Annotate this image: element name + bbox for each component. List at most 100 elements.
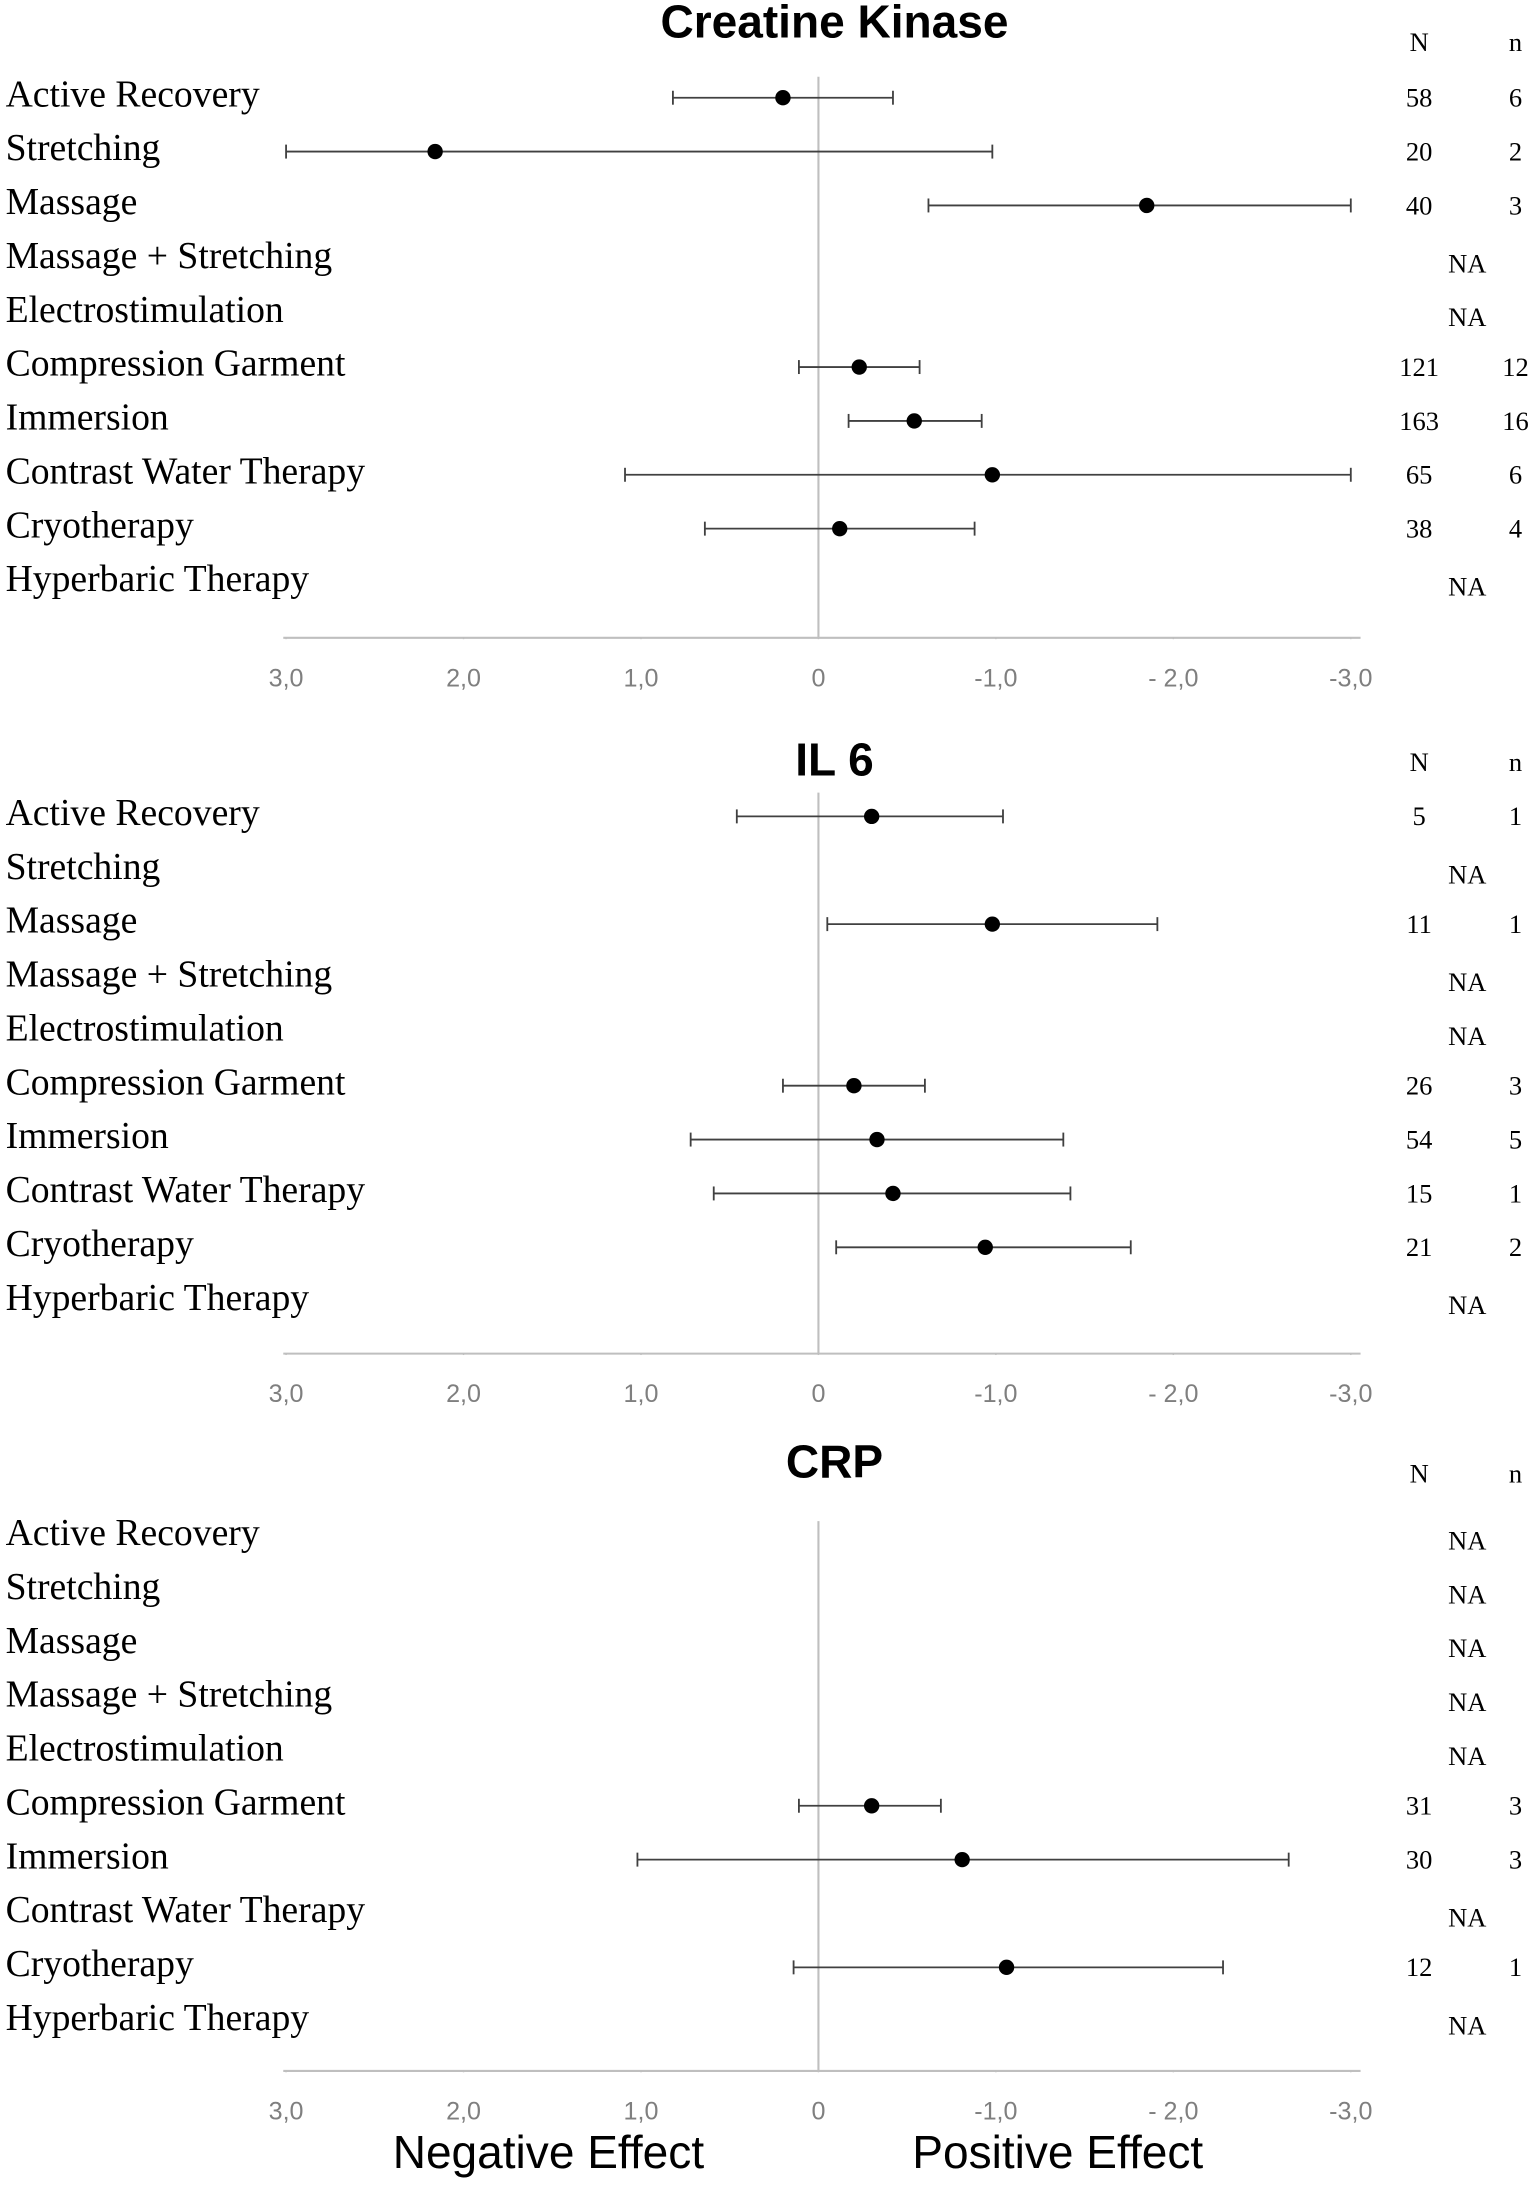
count-n: 3	[1509, 1844, 1522, 1874]
point-estimate	[984, 916, 1001, 932]
na-label: NA	[1448, 859, 1486, 889]
x-tick-label: - 2,0	[1148, 2097, 1198, 2125]
row-label: Electrostimulation	[6, 1728, 284, 1770]
axis-caption: Negative Effect	[393, 2126, 705, 2178]
row-label: Hyperbaric Therapy	[6, 1997, 310, 2039]
count-n: 3	[1509, 1791, 1522, 1821]
chart-title: Creatine Kinase	[660, 0, 1008, 47]
count-N: 12	[1406, 1952, 1433, 1982]
na-label: NA	[1448, 1525, 1486, 1555]
na-label: NA	[1448, 302, 1486, 332]
row-label: Stretching	[6, 127, 161, 169]
chart-title: IL 6	[795, 734, 874, 786]
x-tick-label: 3,0	[269, 664, 304, 692]
point-estimate	[885, 1185, 901, 1202]
na-label: NA	[1448, 1633, 1486, 1663]
count-n: 1	[1509, 1952, 1522, 1982]
count-n: 1	[1509, 801, 1522, 831]
count-n: 4	[1509, 514, 1522, 544]
na-label: NA	[1448, 967, 1486, 997]
point-estimate	[869, 1131, 885, 1148]
row-label: Stretching	[6, 1566, 161, 1608]
na-label: NA	[1448, 1687, 1486, 1717]
x-tick-label: 0	[811, 2097, 825, 2125]
x-tick-label: 2,0	[446, 2097, 481, 2125]
x-tick-label: -3,0	[1329, 2097, 1372, 2125]
x-tick-label: -1,0	[974, 1380, 1017, 1408]
point-estimate	[984, 467, 1001, 483]
row-label: Massage	[6, 900, 138, 942]
x-tick-label: - 2,0	[1148, 1380, 1198, 1408]
count-n: 6	[1509, 83, 1522, 113]
count-n: 3	[1509, 190, 1522, 220]
x-tick-label: 2,0	[446, 664, 481, 692]
row-label: Contrast Water Therapy	[6, 450, 366, 492]
row-label: Cryotherapy	[6, 1223, 194, 1265]
column-header: n	[1509, 747, 1522, 777]
point-estimate	[846, 1078, 862, 1094]
x-tick-label: -1,0	[974, 2097, 1017, 2125]
row-label: Massage + Stretching	[6, 235, 333, 277]
point-estimate	[851, 359, 867, 375]
count-N: 40	[1406, 190, 1433, 220]
count-N: 54	[1406, 1124, 1433, 1154]
count-n: 3	[1509, 1071, 1522, 1101]
row-label: Contrast Water Therapy	[6, 1169, 366, 1211]
count-N: 15	[1406, 1178, 1433, 1208]
column-header: n	[1509, 27, 1522, 57]
row-label: Contrast Water Therapy	[6, 1889, 366, 1931]
column-header: n	[1509, 1459, 1522, 1489]
count-n: 1	[1509, 909, 1522, 939]
na-label: NA	[1448, 1579, 1486, 1609]
chart-title: CRP	[786, 1435, 883, 1487]
point-estimate	[906, 413, 922, 429]
na-label: NA	[1448, 572, 1486, 602]
row-label: Stretching	[6, 846, 161, 888]
row-label: Compression Garment	[6, 343, 346, 385]
row-label: Cryotherapy	[6, 1943, 194, 1985]
na-label: NA	[1448, 1741, 1486, 1771]
count-N: 30	[1406, 1844, 1433, 1874]
row-label: Compression Garment	[6, 1061, 346, 1103]
x-tick-label: -1,0	[974, 664, 1017, 692]
row-label: Immersion	[6, 1835, 169, 1877]
count-n: 6	[1509, 460, 1522, 490]
count-N: 163	[1399, 406, 1439, 436]
x-tick-label: 0	[811, 1380, 825, 1408]
row-label: Immersion	[6, 1115, 169, 1157]
row-label: Massage	[6, 181, 138, 223]
count-N: 5	[1413, 801, 1426, 831]
count-n: 12	[1502, 352, 1529, 382]
count-N: 58	[1406, 83, 1433, 113]
count-n: 1	[1509, 1178, 1522, 1208]
row-label: Massage + Stretching	[6, 1674, 333, 1716]
point-estimate	[832, 520, 848, 537]
count-N: 20	[1406, 136, 1433, 166]
row-label: Active Recovery	[6, 792, 260, 834]
row-label: Compression Garment	[6, 1781, 346, 1823]
column-header: N	[1410, 27, 1429, 57]
na-label: NA	[1448, 248, 1486, 278]
point-estimate	[863, 808, 880, 825]
column-header: N	[1410, 747, 1429, 777]
count-n: 2	[1509, 136, 1522, 166]
point-estimate	[977, 1239, 993, 1255]
x-tick-label: -3,0	[1329, 1380, 1372, 1408]
na-label: NA	[1448, 2010, 1486, 2040]
count-N: 121	[1399, 352, 1439, 382]
row-label: Immersion	[6, 397, 169, 439]
x-tick-label: 1,0	[624, 664, 659, 692]
count-n: 16	[1502, 406, 1529, 436]
point-estimate	[1139, 197, 1155, 214]
count-n: 5	[1509, 1124, 1522, 1154]
x-tick-label: - 2,0	[1148, 664, 1198, 692]
count-N: 11	[1406, 909, 1432, 939]
row-label: Active Recovery	[6, 1512, 260, 1554]
x-tick-label: 1,0	[624, 2097, 659, 2125]
na-label: NA	[1448, 1021, 1486, 1051]
x-tick-label: 2,0	[446, 1380, 481, 1408]
column-header: N	[1410, 1459, 1429, 1489]
count-N: 21	[1406, 1232, 1433, 1262]
count-n: 2	[1509, 1232, 1522, 1262]
